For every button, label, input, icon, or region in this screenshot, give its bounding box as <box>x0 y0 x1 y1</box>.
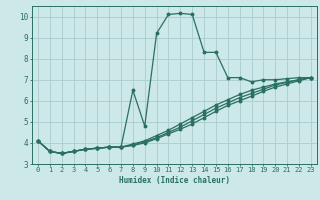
X-axis label: Humidex (Indice chaleur): Humidex (Indice chaleur) <box>119 176 230 185</box>
